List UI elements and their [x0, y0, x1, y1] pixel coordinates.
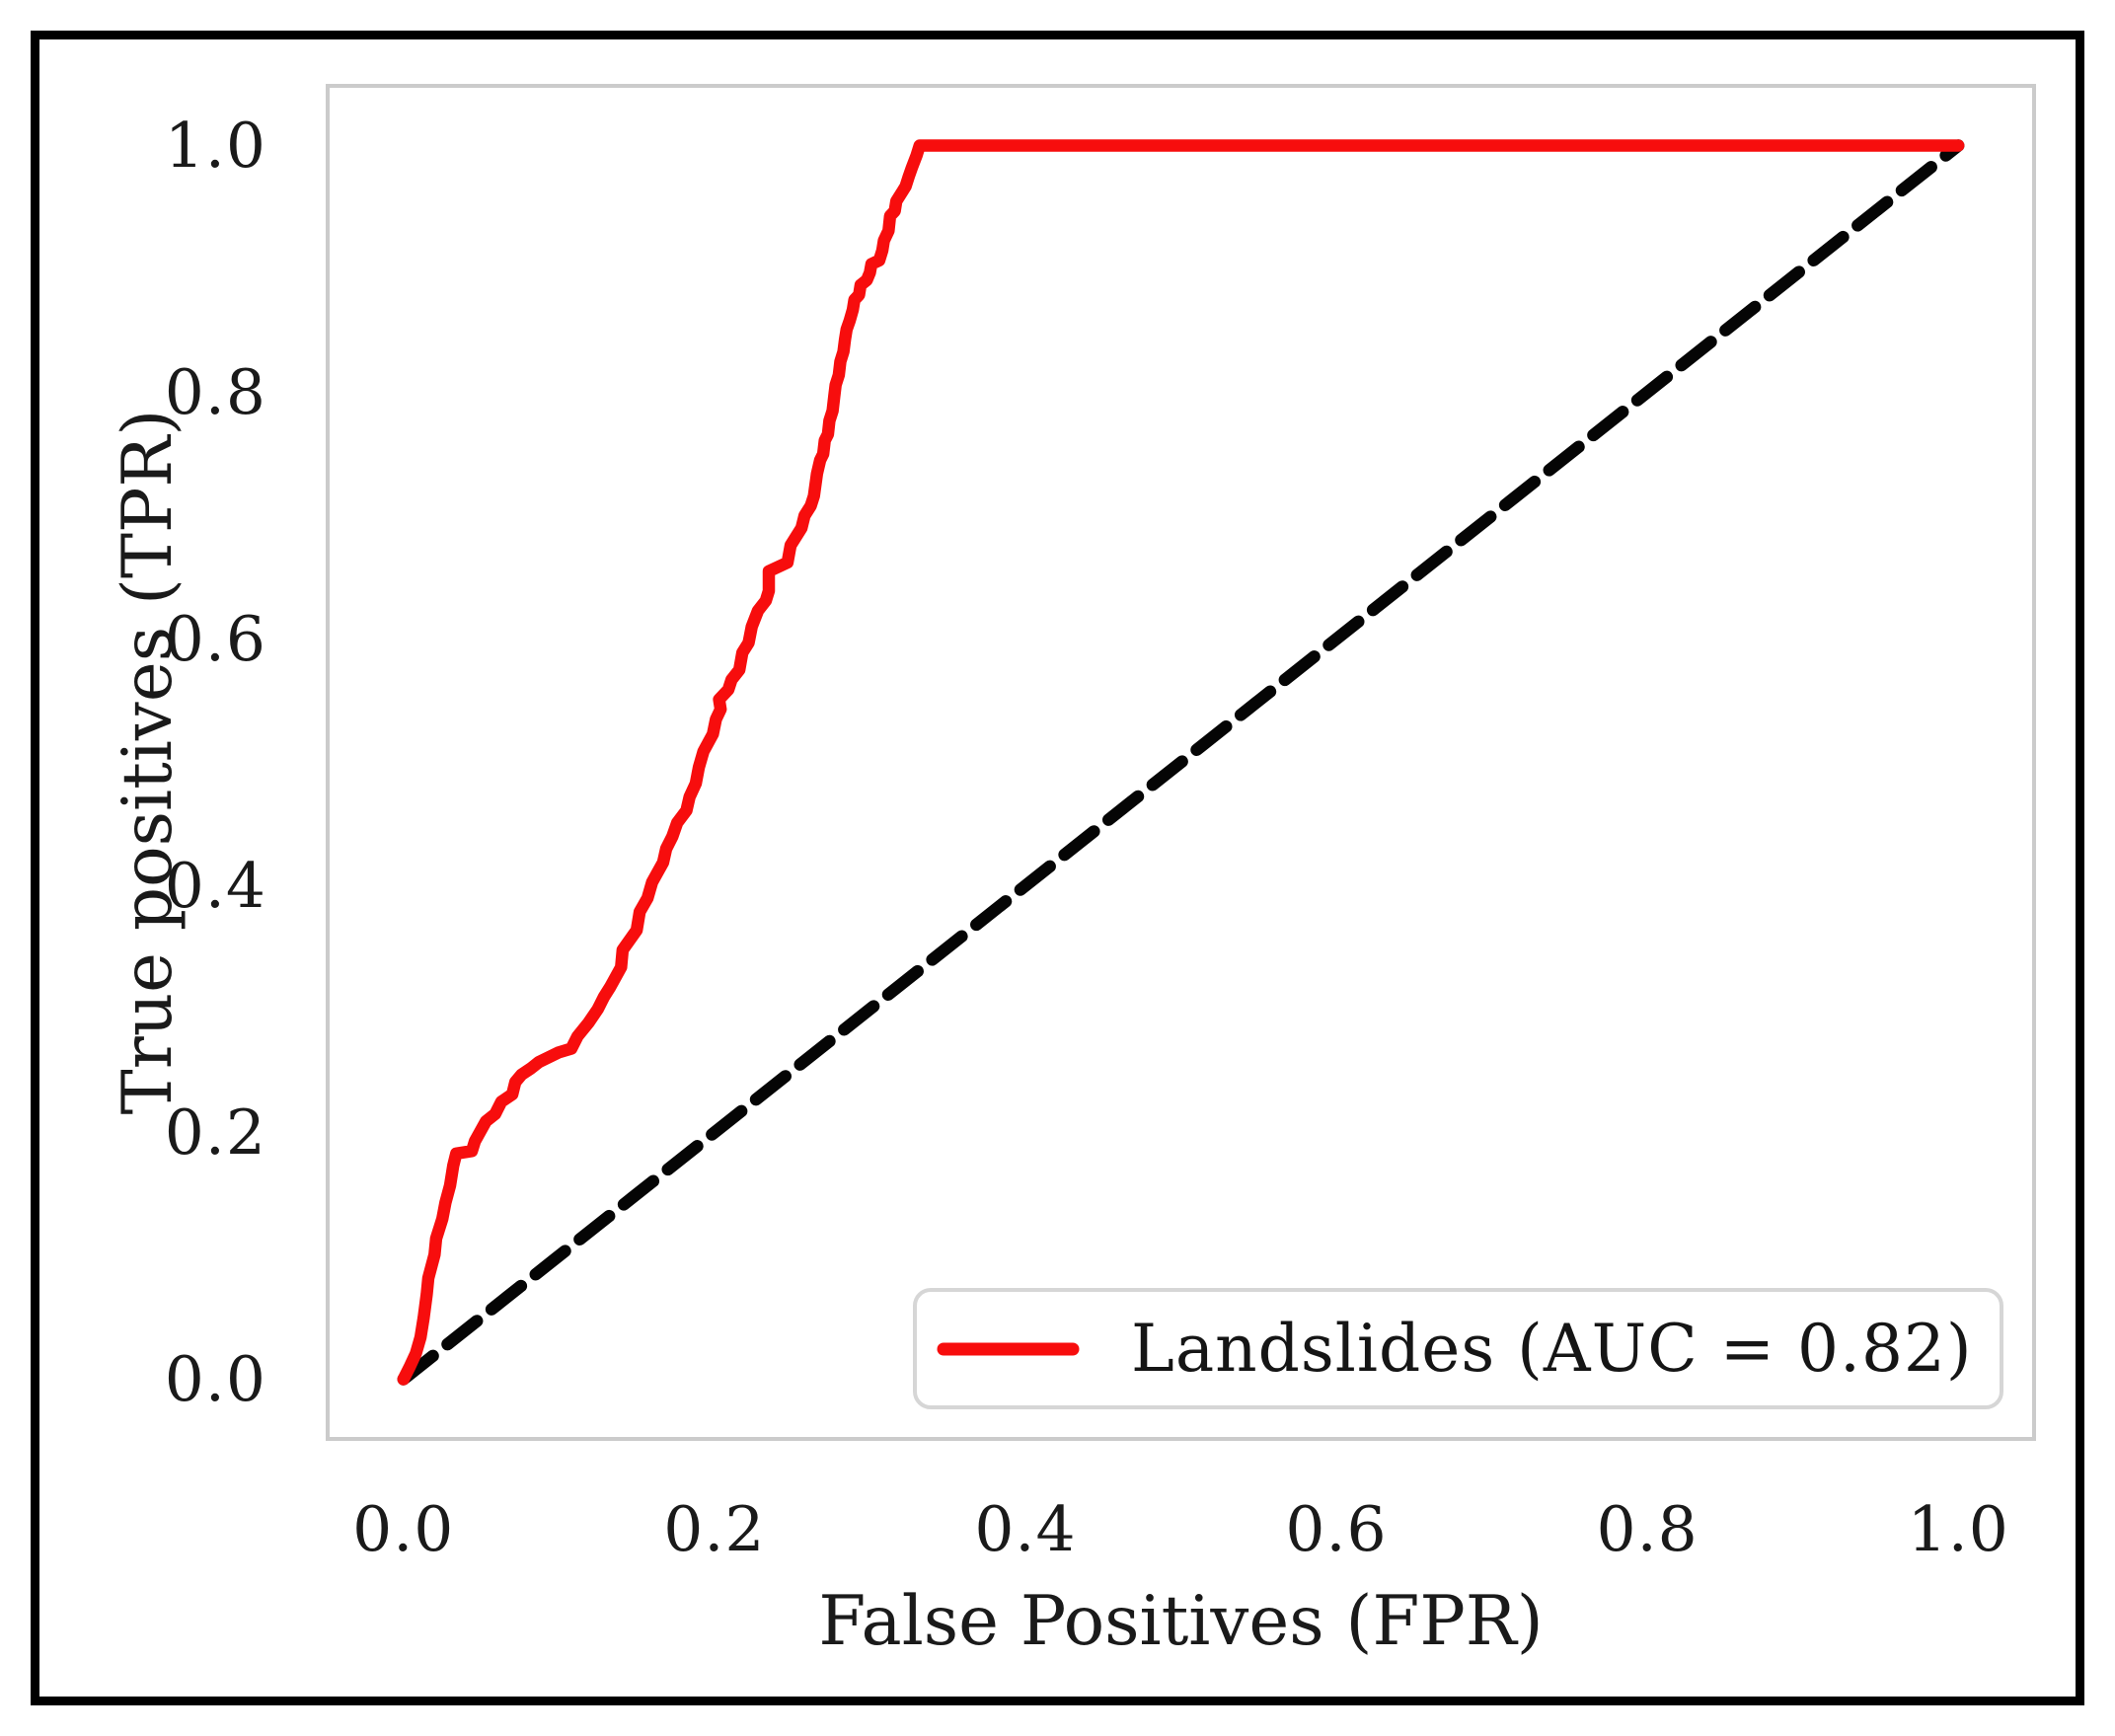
outer-frame: [31, 31, 2084, 1705]
legend-label: Landslides (AUC = 0.82): [1131, 1311, 1973, 1387]
chance-diagonal-line: [397, 139, 1965, 1386]
roc-curve-line: [397, 139, 1965, 1386]
x-tick-label: 1.0: [1907, 1493, 2009, 1565]
y-tick-label: 0.8: [164, 355, 266, 428]
y-tick-label: 0.6: [164, 602, 266, 675]
y-tick-label: 0.4: [164, 849, 266, 922]
x-tick-label: 0.0: [352, 1493, 455, 1565]
y-tick-label: 1.0: [164, 109, 266, 182]
legend-line-sample: [937, 1342, 1080, 1355]
legend: Landslides (AUC = 0.82): [913, 1288, 2003, 1409]
y-tick-label: 0.0: [164, 1342, 266, 1415]
x-tick-label: 0.2: [663, 1493, 766, 1565]
y-tick-label: 0.2: [164, 1095, 266, 1169]
x-tick-label: 0.4: [974, 1493, 1077, 1565]
x-axis-label: False Positives (FPR): [818, 1582, 1544, 1661]
x-tick-label: 0.8: [1596, 1493, 1699, 1565]
y-axis-label: True positives (TPR): [109, 409, 188, 1115]
x-tick-label: 0.6: [1285, 1493, 1388, 1565]
